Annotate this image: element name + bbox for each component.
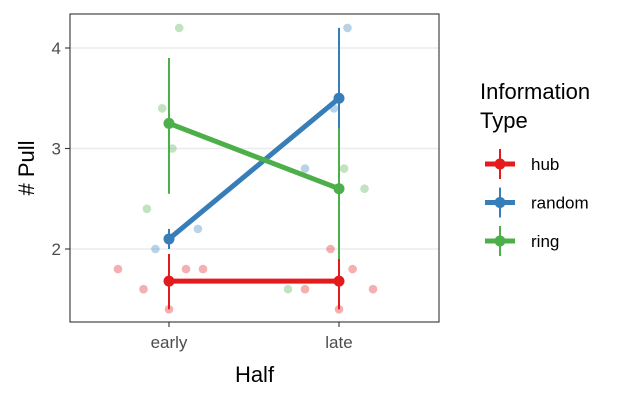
y-tick-label-2: 2 — [52, 240, 61, 259]
legend-label-ring: ring — [531, 232, 559, 251]
legend-keys: hub random ring — [485, 149, 589, 256]
x-axis-title: Half — [235, 362, 275, 387]
legend: Information Type hub random ring — [480, 79, 590, 256]
legend-key-point-ring — [494, 235, 506, 247]
grid-layer — [70, 47, 439, 250]
raw-point-ring-2 — [168, 144, 177, 153]
raw-point-random-4 — [343, 23, 352, 33]
points-layer — [113, 23, 378, 314]
raw-point-hub-1 — [139, 284, 148, 294]
raw-point-ring-3 — [174, 23, 184, 33]
legend-label-hub: hub — [531, 155, 559, 174]
axis-layer: 2 3 4 early late — [52, 39, 353, 352]
raw-point-hub-0 — [113, 264, 123, 274]
mean-point-ring-early — [163, 117, 175, 129]
raw-point-hub-5 — [326, 244, 335, 254]
mean-point-ring-late — [333, 183, 345, 195]
raw-point-random-1 — [193, 224, 203, 234]
raw-point-ring-5 — [339, 164, 349, 173]
legend-title-line-1: Information — [480, 79, 590, 104]
x-tick-label-early: early — [151, 333, 188, 352]
raw-point-ring-4 — [283, 284, 293, 294]
mean-point-random-early — [163, 233, 175, 245]
raw-point-ring-6 — [360, 184, 369, 193]
legend-key-point-random — [494, 197, 506, 208]
mean-point-hub-early — [163, 275, 175, 287]
raw-point-hub-7 — [348, 264, 357, 274]
legend-key-point-hub — [494, 158, 506, 170]
mean-point-hub-late — [333, 275, 345, 287]
mean-line-random — [167, 96, 341, 241]
raw-point-random-2 — [300, 164, 310, 173]
raw-point-hub-6 — [300, 284, 310, 294]
mean-line-ring — [168, 121, 340, 192]
raw-point-hub-8 — [368, 284, 378, 294]
y-tick-label-3: 3 — [52, 140, 61, 159]
y-tick-label-4: 4 — [52, 39, 61, 58]
raw-point-hub-2 — [181, 264, 191, 274]
legend-title-line-2: Type — [480, 108, 528, 133]
raw-point-hub-3 — [198, 264, 208, 274]
mean-point-random-late — [333, 92, 345, 104]
y-axis-title: # Pull — [14, 140, 39, 195]
legend-label-random: random — [531, 194, 589, 213]
raw-point-random-0 — [151, 244, 160, 254]
raw-point-ring-1 — [157, 104, 167, 113]
x-tick-label-late: late — [325, 333, 352, 352]
plot-panel-border — [69, 13, 440, 323]
raw-point-ring-0 — [142, 204, 152, 214]
lines-layer — [163, 27, 345, 310]
